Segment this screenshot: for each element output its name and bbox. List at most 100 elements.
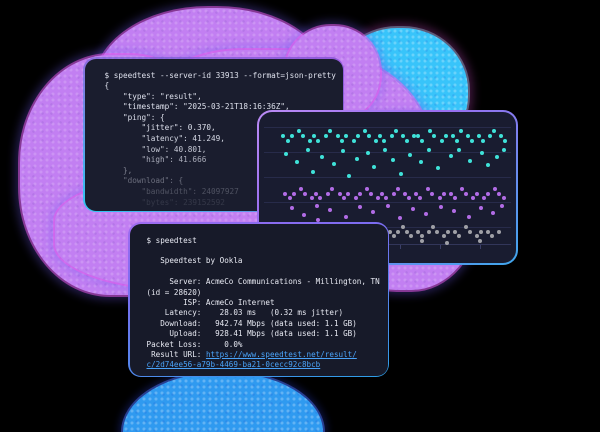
result-url-link[interactable]: https://www.speedtest.net/result/	[205, 349, 357, 359]
series-purple-point	[328, 208, 332, 212]
series-cyan-point	[486, 163, 490, 167]
series-cyan-point	[341, 149, 345, 153]
series-purple-point	[438, 196, 442, 200]
terminal-line: $ speedtest	[146, 235, 197, 245]
series-cyan-point	[324, 134, 328, 138]
terminal-line: Packet Loss: 0.0%	[146, 339, 243, 349]
series-cyan-point	[502, 148, 506, 152]
series-cyan-point	[367, 134, 371, 138]
series-gray-point	[475, 234, 479, 238]
series-purple-point	[449, 192, 453, 196]
series-gray-point	[409, 234, 413, 238]
series-cyan-point	[394, 129, 398, 133]
series-cyan-point	[316, 139, 320, 143]
series-purple-point	[369, 192, 373, 196]
series-cyan-point	[436, 166, 440, 170]
terminal-line: Result URL: https://www.speedtest.net/re…	[146, 349, 357, 359]
series-cyan-point	[284, 152, 288, 156]
series-gray-point	[486, 230, 490, 234]
series-cyan-point	[340, 139, 344, 143]
series-gray-point	[405, 230, 409, 234]
series-purple-point	[380, 192, 384, 196]
series-cyan-point	[495, 155, 499, 159]
series-cyan-point	[383, 148, 387, 152]
terminal-line	[147, 267, 388, 277]
series-purple-point	[302, 213, 306, 217]
terminal-line: "latency": 41.249,	[104, 134, 225, 144]
series-purple-point	[439, 205, 443, 209]
gridline	[264, 202, 511, 203]
series-purple-point	[386, 204, 390, 208]
series-gray-point	[431, 225, 435, 229]
series-purple-point	[398, 216, 402, 220]
series-purple-point	[467, 215, 471, 219]
terminal-result-body: $ speedtest Speedtest by Ookla Server: A…	[129, 223, 388, 376]
series-purple-point	[403, 192, 407, 196]
series-purple-point	[344, 215, 348, 219]
series-cyan-point	[477, 134, 481, 138]
series-cyan-point	[320, 155, 324, 159]
terminal-line: c/2d74ee56-a79b-4469-ba21-0cecc92c8bcb	[147, 360, 388, 370]
series-cyan-point	[488, 134, 492, 138]
series-cyan-point	[301, 134, 305, 138]
terminal-line: Upload: 928.41 Mbps (data used: 1.1 GB)	[146, 329, 357, 339]
series-gray-point	[420, 239, 424, 243]
series-purple-point	[288, 196, 292, 200]
series-purple-point	[453, 196, 457, 200]
series-purple-point	[424, 212, 428, 216]
series-gray-point	[479, 230, 483, 234]
terminal-line: {	[104, 81, 110, 91]
series-cyan-point	[405, 139, 409, 143]
series-cyan-point	[457, 148, 461, 152]
series-purple-point	[482, 196, 486, 200]
series-purple-point	[376, 196, 380, 200]
series-cyan-point	[281, 134, 285, 138]
series-gray-point	[392, 234, 396, 238]
series-gray-point	[464, 225, 468, 229]
series-purple-point	[464, 192, 468, 196]
series-cyan-point	[328, 129, 332, 133]
terminal-line: Speedtest by Ookla	[146, 256, 243, 266]
terminal-line: Server: AcmeCo Communications - Millingt…	[146, 277, 380, 287]
series-purple-point	[371, 210, 375, 214]
series-purple-point	[411, 207, 415, 211]
series-purple-point	[442, 192, 446, 196]
series-purple-point	[430, 192, 434, 196]
series-cyan-point	[427, 148, 431, 152]
terminal-line: $ speedtest --server-id 33913 --format=j…	[104, 70, 336, 80]
series-purple-point	[316, 218, 320, 222]
series-purple-point	[497, 192, 501, 196]
series-gray-point	[401, 225, 405, 229]
series-cyan-point	[308, 139, 312, 143]
series-purple-point	[479, 206, 483, 210]
series-purple-point	[354, 196, 358, 200]
result-url-link[interactable]: c/2d74ee56-a79b-4469-ba21-0cecc92c8bcb	[146, 360, 321, 370]
series-gray-point	[420, 234, 424, 238]
series-gray-point	[446, 230, 450, 234]
series-purple-point	[392, 192, 396, 196]
series-purple-point	[346, 192, 350, 196]
terminal-line: },	[104, 165, 133, 175]
series-cyan-point	[455, 139, 459, 143]
series-cyan-point	[297, 129, 301, 133]
series-gray-point	[445, 241, 449, 245]
series-cyan-point	[416, 134, 420, 138]
series-purple-point	[452, 209, 456, 213]
series-cyan-point	[449, 154, 453, 158]
series-purple-point	[358, 205, 362, 209]
series-cyan-point	[312, 134, 316, 138]
series-purple-point	[326, 192, 330, 196]
series-purple-point	[384, 196, 388, 200]
series-cyan-point	[503, 139, 507, 143]
series-cyan-point	[356, 134, 360, 138]
series-purple-point	[502, 196, 506, 200]
series-cyan-point	[440, 139, 444, 143]
series-purple-point	[303, 192, 307, 196]
series-cyan-point	[332, 162, 336, 166]
series-purple-point	[330, 187, 334, 191]
cyan-cloud-bottom-blob	[123, 372, 323, 432]
series-gray-point	[427, 230, 431, 234]
terminal-line: "download": {	[104, 176, 184, 186]
terminal-line: "jitter": 0.370,	[104, 123, 216, 133]
